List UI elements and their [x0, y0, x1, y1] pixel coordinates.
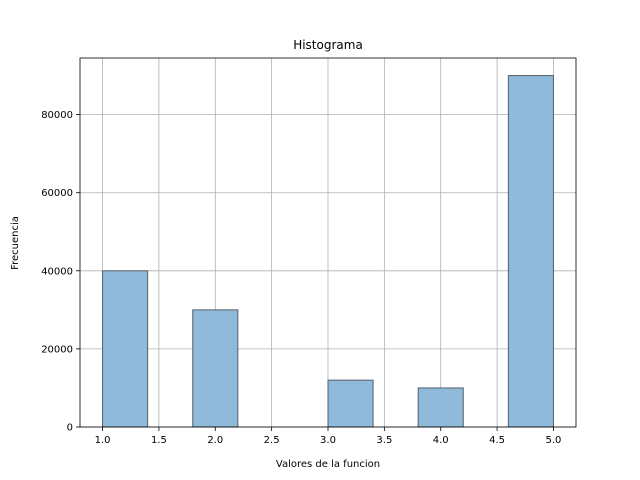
y-axis-label: Frecuencia [10, 216, 21, 270]
x-tick-label: 2.5 [264, 435, 280, 446]
y-tick-label: 0 [67, 423, 73, 434]
x-tick-label: 1.0 [95, 435, 111, 446]
x-tick-label: 3.0 [320, 435, 336, 446]
histogram-bar [192, 309, 239, 428]
x-tick-label: 5.0 [546, 435, 562, 446]
histogram-bar [417, 387, 464, 428]
x-tick-label: 1.5 [151, 435, 167, 446]
y-tick-label: 40000 [41, 266, 73, 277]
bars-layer [102, 75, 554, 428]
chart-title: Histograma [293, 38, 363, 52]
x-tick-label: 3.5 [376, 435, 392, 446]
x-tick-label: 4.0 [433, 435, 449, 446]
x-tick-label: 4.5 [489, 435, 505, 446]
x-tick-label: 2.0 [207, 435, 223, 446]
histogram-bar [507, 75, 554, 428]
histogram-bar [327, 379, 374, 428]
y-tick-label: 60000 [41, 188, 73, 199]
y-tick-label: 80000 [41, 110, 73, 121]
x-axis-label: Valores de la funcion [276, 459, 380, 470]
histogram-bar [102, 270, 149, 428]
y-tick-label: 20000 [41, 344, 73, 355]
ticks-layer: 1.0 1.5 2.0 2.5 3.0 3.5 4.0 4.5 5.0 0 20000 40000 60… [41, 110, 561, 446]
